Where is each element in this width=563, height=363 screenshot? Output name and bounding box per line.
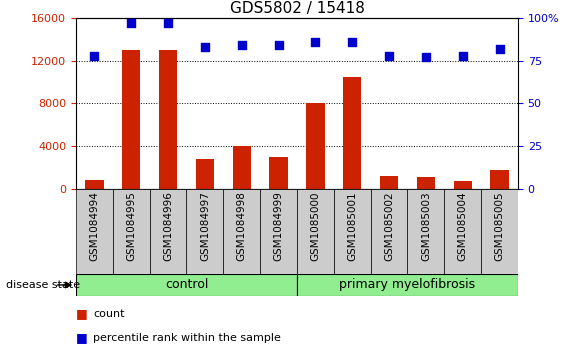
Point — [90, 53, 99, 58]
Point — [127, 20, 136, 26]
Point — [421, 54, 430, 60]
Text: GSM1085003: GSM1085003 — [421, 191, 431, 261]
Point — [274, 42, 283, 48]
Bar — [122, 50, 140, 189]
Bar — [370, 189, 408, 274]
Bar — [417, 177, 435, 189]
Text: GSM1084997: GSM1084997 — [200, 191, 210, 261]
Bar — [76, 189, 113, 274]
Bar — [260, 189, 297, 274]
Bar — [150, 189, 186, 274]
Bar — [186, 189, 224, 274]
Bar — [444, 189, 481, 274]
Text: disease state: disease state — [6, 280, 80, 290]
Bar — [343, 77, 361, 189]
Bar — [306, 103, 325, 189]
Bar — [454, 181, 472, 189]
Text: GSM1085001: GSM1085001 — [347, 191, 358, 261]
Bar — [224, 189, 260, 274]
Title: GDS5802 / 15418: GDS5802 / 15418 — [230, 1, 364, 16]
Point — [311, 39, 320, 45]
Bar — [481, 189, 518, 274]
Text: GSM1085005: GSM1085005 — [494, 191, 504, 261]
Bar — [334, 189, 370, 274]
Point — [200, 44, 209, 50]
Text: ■: ■ — [76, 331, 88, 344]
Point — [495, 46, 504, 52]
Text: control: control — [165, 278, 208, 291]
Bar — [380, 176, 398, 189]
Bar — [297, 274, 518, 296]
Point — [237, 42, 246, 48]
Bar — [196, 159, 214, 189]
Bar — [113, 189, 150, 274]
Point — [348, 39, 357, 45]
Text: GSM1084998: GSM1084998 — [236, 191, 247, 261]
Text: ■: ■ — [76, 307, 88, 321]
Text: count: count — [93, 309, 124, 319]
Point — [458, 53, 467, 58]
Point — [164, 20, 173, 26]
Point — [385, 53, 394, 58]
Bar — [269, 157, 288, 189]
Text: GSM1084996: GSM1084996 — [163, 191, 173, 261]
Text: GSM1085000: GSM1085000 — [310, 191, 320, 261]
Text: primary myelofibrosis: primary myelofibrosis — [339, 278, 476, 291]
Text: GSM1084999: GSM1084999 — [274, 191, 284, 261]
Text: GSM1085002: GSM1085002 — [384, 191, 394, 261]
Bar — [85, 180, 104, 189]
Text: percentile rank within the sample: percentile rank within the sample — [93, 333, 281, 343]
Bar — [408, 189, 444, 274]
Bar — [297, 189, 334, 274]
Bar — [490, 170, 509, 189]
Text: GSM1084994: GSM1084994 — [90, 191, 100, 261]
Text: GSM1085004: GSM1085004 — [458, 191, 468, 261]
Bar — [76, 274, 297, 296]
Text: GSM1084995: GSM1084995 — [126, 191, 136, 261]
Bar — [159, 50, 177, 189]
Bar — [233, 146, 251, 189]
